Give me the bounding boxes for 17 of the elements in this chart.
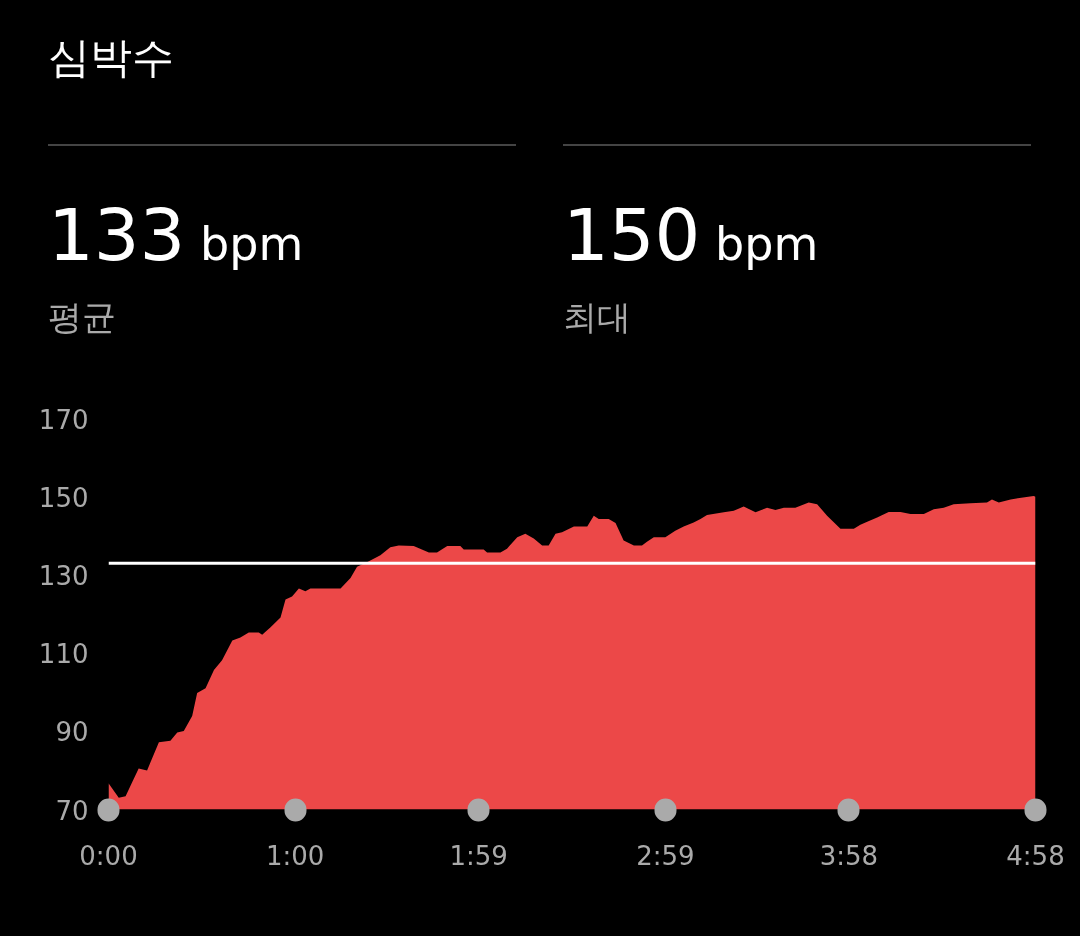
- y-tick-label: 170: [38, 404, 89, 435]
- text: 150 bpm: [563, 193, 819, 277]
- y-tick-label: 110: [38, 639, 89, 670]
- text: 최대: [563, 295, 632, 339]
- x-tick-label: 2:59: [636, 840, 695, 871]
- text: 평균: [48, 295, 117, 339]
- y-tick-label: 70: [55, 795, 89, 826]
- y-tick-label: 130: [38, 560, 89, 591]
- text: 133 bpm: [48, 193, 304, 277]
- x-tick-label: 0:00: [79, 840, 138, 871]
- x-tick-label: 1:00: [265, 840, 325, 871]
- chart-title: 심박수: [48, 32, 175, 84]
- x-tick-label: 4:58: [1006, 840, 1065, 871]
- y-tick-label: 90: [55, 717, 89, 748]
- x-tick-label: 3:58: [819, 840, 879, 871]
- y-tick-label: 150: [38, 482, 89, 513]
- x-tick-label: 1:59: [449, 840, 508, 871]
